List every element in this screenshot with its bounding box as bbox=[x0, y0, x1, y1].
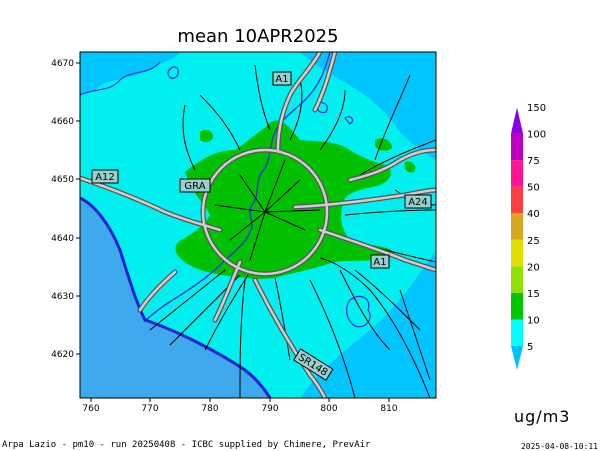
river bbox=[143, 52, 331, 323]
map-title: mean 10APR2025 bbox=[177, 26, 339, 47]
y-tick-label: 4620 bbox=[51, 350, 74, 360]
x-axis: 760 770 780 790 800 810 bbox=[82, 398, 398, 414]
x-tick-label: 790 bbox=[261, 404, 278, 414]
x-tick-label: 760 bbox=[82, 404, 99, 414]
colorbar-segment bbox=[511, 213, 523, 240]
motorways bbox=[80, 52, 436, 398]
unit-label: ug/m3 bbox=[514, 407, 571, 426]
sea-region bbox=[80, 198, 270, 398]
svg-text:A1: A1 bbox=[275, 74, 288, 85]
colorbar-label: 150 bbox=[527, 103, 546, 114]
timestamp: 2025-04-08-10:11 bbox=[520, 442, 598, 451]
colorbar-label: 75 bbox=[527, 156, 540, 167]
y-axis: 4670 4660 4650 4640 4630 4620 bbox=[51, 59, 80, 360]
map-field bbox=[80, 52, 436, 398]
colorbar-segment bbox=[511, 346, 523, 370]
svg-text:A12: A12 bbox=[95, 172, 115, 183]
colorbar-segment bbox=[511, 160, 523, 187]
colorbar-label: 40 bbox=[527, 209, 540, 220]
coastline bbox=[80, 196, 272, 398]
colorbar-label: 5 bbox=[527, 342, 533, 353]
svg-text:GRA: GRA bbox=[184, 181, 205, 192]
road-labels: A1 A12 GRA A24 A1 SR148 bbox=[91, 71, 432, 381]
y-tick-label: 4670 bbox=[51, 59, 74, 69]
colorbar-segment bbox=[511, 107, 523, 134]
svg-text:A1: A1 bbox=[373, 257, 386, 268]
colorbar-segment bbox=[511, 319, 523, 346]
road-label-a1-south: A1 bbox=[370, 254, 390, 269]
x-tick-label: 770 bbox=[141, 404, 158, 414]
credits: Arpa Lazio - pm10 - run 20250408 - ICBC … bbox=[2, 440, 371, 450]
colorbar: 5 10 15 20 25 40 50 75 100 150 bbox=[511, 103, 546, 370]
road-label-a24: A24 bbox=[404, 194, 432, 209]
x-tick-label: 810 bbox=[380, 404, 397, 414]
y-tick-label: 4640 bbox=[51, 234, 74, 244]
svg-text:A24: A24 bbox=[408, 197, 428, 208]
colorbar-label: 50 bbox=[527, 183, 540, 194]
map-frame bbox=[79, 51, 437, 399]
colorbar-label: 15 bbox=[527, 289, 540, 300]
low-band-region bbox=[80, 52, 180, 95]
road-label-a12: A12 bbox=[91, 169, 119, 184]
colorbar-segment bbox=[511, 239, 523, 267]
colorbar-label: 10 bbox=[527, 315, 540, 326]
colorbar-label: 100 bbox=[527, 130, 546, 141]
y-tick-label: 4660 bbox=[51, 117, 74, 127]
colorbar-segment bbox=[511, 266, 523, 293]
x-tick-label: 800 bbox=[320, 404, 337, 414]
colorbar-label: 20 bbox=[527, 262, 540, 273]
road-label-a1-north: A1 bbox=[272, 71, 292, 86]
colorbar-segment bbox=[511, 292, 523, 320]
y-tick-label: 4650 bbox=[51, 175, 74, 185]
x-tick-label: 780 bbox=[201, 404, 218, 414]
lake-contour bbox=[167, 66, 179, 79]
road-label-gra: GRA bbox=[179, 178, 211, 193]
colorbar-segment bbox=[511, 133, 523, 161]
colorbar-label: 25 bbox=[527, 236, 540, 247]
y-tick-label: 4630 bbox=[51, 292, 74, 302]
colorbar-segment bbox=[511, 186, 523, 214]
